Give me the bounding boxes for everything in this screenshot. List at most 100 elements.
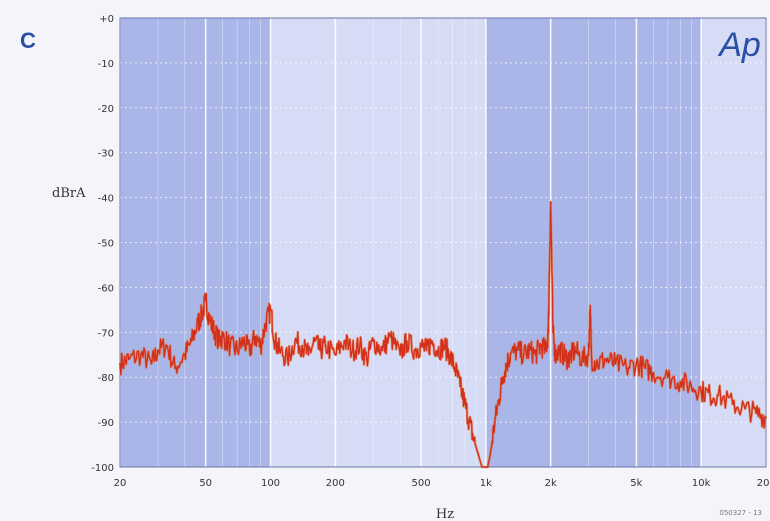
y-tick-label-7: -70 (98, 328, 114, 339)
data-point-64 (505, 362, 508, 365)
y-tick-label-9: -90 (98, 418, 114, 429)
data-point-93 (679, 380, 682, 383)
data-point-42 (406, 340, 408, 343)
data-point-68 (528, 349, 531, 352)
data-point-16 (229, 344, 232, 347)
data-point-69 (534, 353, 537, 356)
data-point-58 (484, 466, 487, 468)
data-point-48 (443, 344, 446, 347)
data-point-81 (581, 358, 584, 361)
data-point-82 (587, 353, 590, 356)
data-point-60 (489, 452, 492, 455)
y-tick-label-2: -20 (98, 104, 114, 115)
data-point-27 (294, 340, 296, 343)
data-point-45 (425, 349, 428, 352)
data-point-86 (604, 358, 607, 361)
data-point-61 (493, 421, 496, 423)
data-point-51 (459, 385, 462, 388)
data-point-20 (254, 335, 257, 338)
audio-precision-logo: Ap (717, 26, 761, 64)
data-point-63 (501, 376, 504, 379)
data-point-55 (477, 452, 479, 455)
x-tick-label-1: 50 (199, 478, 212, 489)
series-line (119, 201, 767, 468)
data-point-85 (596, 362, 599, 365)
data-point-73 (549, 201, 552, 203)
data-point-52 (464, 403, 466, 406)
data-point-9 (196, 322, 199, 325)
data-point-57 (483, 466, 485, 468)
data-point-5 (165, 344, 168, 347)
data-point-50 (454, 367, 457, 370)
x-tick-label-2: 100 (261, 478, 280, 489)
y-tick-label-4: -40 (98, 194, 114, 205)
data-point-98 (731, 403, 734, 406)
data-point-70 (539, 344, 542, 347)
data-point-71 (544, 349, 547, 352)
data-point-44 (420, 344, 422, 347)
data-point-43 (414, 349, 417, 352)
data-point-37 (365, 358, 368, 361)
y-tick-label-0: +0 (99, 14, 114, 25)
x-axis-label: Hz (436, 507, 454, 521)
data-point-19 (248, 349, 251, 352)
panel-letter: C (20, 28, 36, 53)
data-point-53 (468, 421, 471, 423)
data-point-23 (269, 308, 272, 311)
data-point-46 (430, 340, 433, 343)
x-tick-label-4: 500 (411, 478, 430, 489)
data-point-2 (139, 353, 142, 356)
data-point-6 (174, 367, 176, 370)
data-point-84 (590, 358, 593, 361)
data-point-38 (372, 340, 375, 343)
y-tick-label-1: -10 (98, 59, 114, 70)
y-tick-label-6: -60 (98, 283, 114, 294)
x-tick-label-7: 5k (630, 478, 642, 489)
data-point-40 (389, 335, 392, 338)
data-point-28 (301, 344, 303, 347)
data-point-88 (625, 367, 628, 370)
data-point-54 (472, 439, 475, 441)
data-point-14 (218, 340, 221, 343)
data-point-77 (562, 353, 565, 356)
data-point-97 (717, 394, 720, 397)
data-point-36 (358, 344, 361, 347)
data-point-95 (700, 389, 703, 392)
y-tick-label-8: -80 (98, 373, 114, 384)
data-point-24 (274, 340, 276, 343)
data-point-31 (319, 349, 322, 352)
data-point-92 (666, 376, 669, 379)
data-point-33 (334, 353, 337, 356)
data-point-72 (547, 331, 550, 334)
data-point-76 (558, 349, 561, 352)
x-tick-label-5: 1k (480, 478, 492, 489)
data-point-99 (744, 407, 747, 410)
data-point-62 (498, 398, 500, 401)
data-point-74 (552, 331, 554, 334)
data-point-49 (448, 353, 451, 356)
data-point-94 (690, 385, 693, 388)
data-point-29 (307, 353, 310, 356)
data-point-90 (644, 367, 647, 370)
data-point-1 (128, 358, 130, 361)
data-point-87 (614, 362, 617, 365)
data-point-25 (278, 349, 281, 352)
data-point-26 (286, 358, 289, 361)
data-point-47 (437, 349, 439, 352)
data-point-15 (221, 335, 224, 338)
x-tick-label-0: 20 (114, 478, 127, 489)
data-point-89 (635, 362, 638, 365)
data-point-0 (119, 362, 121, 365)
data-point-59 (486, 466, 489, 468)
data-point-3 (150, 362, 153, 365)
data-point-79 (570, 353, 573, 356)
data-point-101 (765, 416, 767, 419)
data-point-39 (381, 349, 384, 352)
data-point-41 (399, 353, 402, 356)
data-point-80 (574, 349, 577, 352)
data-point-13 (213, 331, 216, 334)
data-point-22 (264, 322, 267, 325)
y-tick-label-3: -30 (98, 149, 114, 160)
data-point-10 (200, 313, 203, 316)
